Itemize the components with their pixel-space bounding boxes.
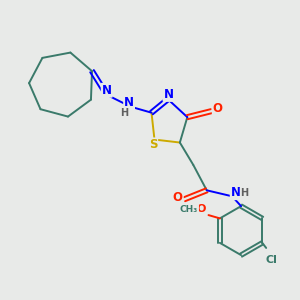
Text: N: N [231, 186, 241, 199]
Text: O: O [213, 102, 223, 115]
Text: N: N [124, 96, 134, 109]
Text: CH₃: CH₃ [180, 205, 198, 214]
Text: O: O [196, 204, 206, 214]
Text: H: H [120, 108, 128, 118]
Text: S: S [149, 138, 157, 152]
Text: N: N [102, 84, 112, 97]
Text: O: O [173, 191, 183, 204]
Text: Cl: Cl [265, 255, 277, 265]
Text: H: H [241, 188, 249, 198]
Text: N: N [164, 88, 173, 101]
